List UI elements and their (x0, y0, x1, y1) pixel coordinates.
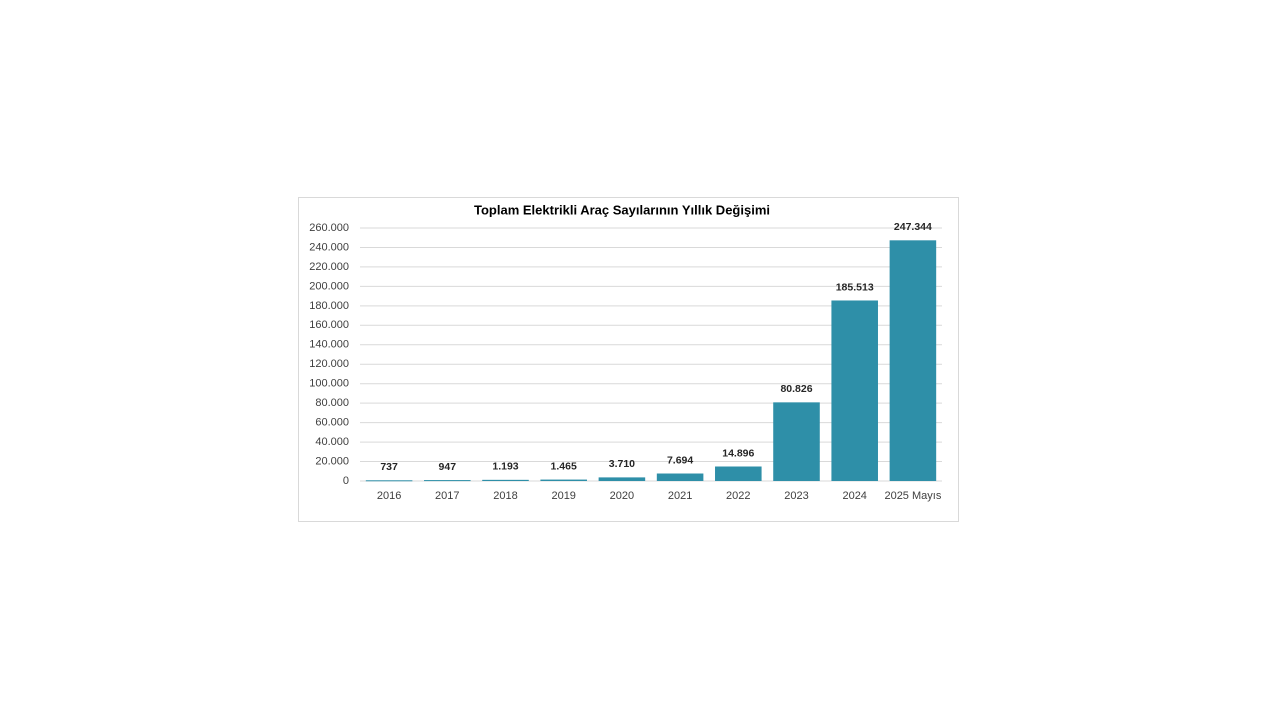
chart-title: Toplam Elektrikli Araç Sayılarının Yıllı… (474, 202, 770, 217)
bar (715, 466, 762, 481)
y-tick-label: 260.000 (309, 222, 349, 234)
value-label: 80.826 (780, 383, 812, 395)
bar (424, 480, 471, 482)
bar (831, 300, 878, 481)
bar (540, 479, 587, 481)
value-label: 3.710 (609, 458, 635, 470)
bar (889, 240, 937, 481)
y-tick-label: 60.000 (315, 417, 349, 429)
x-tick-label: 2023 (784, 490, 808, 502)
y-tick-label: 80.000 (315, 397, 349, 409)
value-label: 947 (439, 461, 457, 473)
bar (656, 473, 704, 481)
y-tick-label: 200.000 (309, 280, 349, 292)
value-label: 14.896 (722, 447, 754, 459)
y-tick-label: 20.000 (315, 455, 349, 467)
y-tick-label: 100.000 (309, 378, 349, 390)
y-tick-label: 240.000 (309, 241, 349, 253)
y-tick-label: 0 (343, 475, 349, 487)
bar (365, 480, 413, 482)
x-tick-label: 2016 (377, 490, 401, 502)
value-label: 247.344 (894, 221, 932, 233)
y-tick-label: 140.000 (309, 339, 349, 351)
bar (482, 479, 529, 481)
x-tick-label: 2021 (668, 490, 692, 502)
y-tick-label: 160.000 (309, 319, 349, 331)
value-label: 737 (380, 461, 398, 473)
x-tick-label: 2019 (551, 490, 575, 502)
bar (773, 402, 820, 481)
value-label: 1.465 (551, 460, 577, 472)
y-tick-label: 180.000 (309, 300, 349, 312)
y-tick-label: 220.000 (309, 261, 349, 273)
x-tick-label: 2024 (842, 490, 866, 502)
y-tick-label: 40.000 (315, 436, 349, 448)
x-tick-label: 2022 (726, 490, 750, 502)
value-label: 1.193 (492, 461, 518, 473)
x-tick-label: 2025 Mayıs (884, 490, 941, 502)
y-tick-label: 120.000 (309, 358, 349, 370)
x-tick-label: 2017 (435, 490, 459, 502)
bar (598, 477, 646, 481)
value-label: 185.513 (836, 281, 874, 293)
x-tick-label: 2018 (493, 490, 517, 502)
x-tick-label: 2020 (610, 490, 634, 502)
value-label: 7.694 (667, 454, 693, 466)
